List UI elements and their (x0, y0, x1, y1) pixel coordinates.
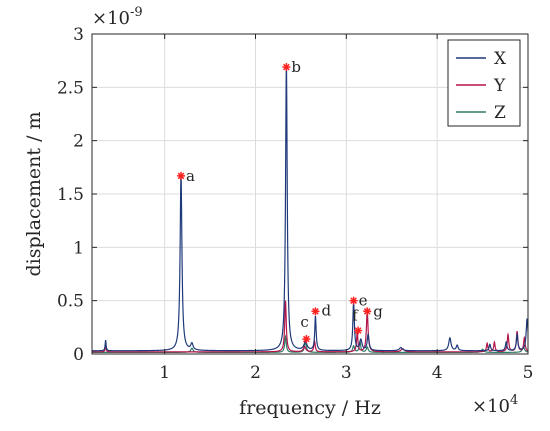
peak-label-a: a (186, 167, 195, 185)
peak-label-g: g (373, 302, 383, 320)
peak-marker-c (302, 335, 311, 344)
peak-marker-b (282, 63, 291, 72)
peak-label-b: b (291, 58, 301, 76)
peak-marker-a (177, 171, 186, 180)
x-tick-label: 1 (159, 363, 170, 383)
peak-marker-d (311, 307, 320, 316)
y-tick-label: 1 (73, 238, 84, 258)
axis-ticks: 1 2 3 4 5 0 0.5 1 1.5 2 2.5 3 (57, 25, 533, 383)
y-axis-label: displacement / m (23, 111, 45, 276)
y-tick-label: 2 (73, 132, 84, 152)
y-tick-label: 0 (73, 345, 84, 365)
x-tick-label: 2 (250, 363, 261, 383)
peak-label-e: e (359, 292, 368, 310)
peak-marker-e (349, 296, 358, 305)
x-tick-label: 3 (341, 363, 352, 383)
y-tick-label: 3 (73, 25, 84, 45)
peak-markers: a b cd ef g (177, 58, 383, 344)
peak-label-f: f (352, 307, 359, 325)
peak-marker-f (354, 326, 363, 335)
legend-label-x: X (494, 49, 507, 69)
x-tick-label: 5 (523, 363, 534, 383)
peak-label-d: d (321, 301, 331, 319)
y-tick-label: 2.5 (57, 78, 84, 98)
peak-marker-g (363, 307, 372, 316)
legend-box (447, 39, 521, 127)
y-tick-label: 1.5 (57, 185, 84, 205)
peak-label-c: c (300, 313, 308, 331)
x-tick-label: 4 (432, 363, 443, 383)
x-exponent-label: ×104 (472, 393, 518, 417)
y-exponent-label: ×10-9 (92, 5, 143, 29)
legend-label-z: Z (494, 103, 506, 123)
legend-label-y: Y (493, 76, 506, 96)
x-axis-label: frequency / Hz (239, 397, 381, 419)
legend: XYZ (447, 39, 521, 127)
y-tick-label: 0.5 (57, 292, 84, 312)
